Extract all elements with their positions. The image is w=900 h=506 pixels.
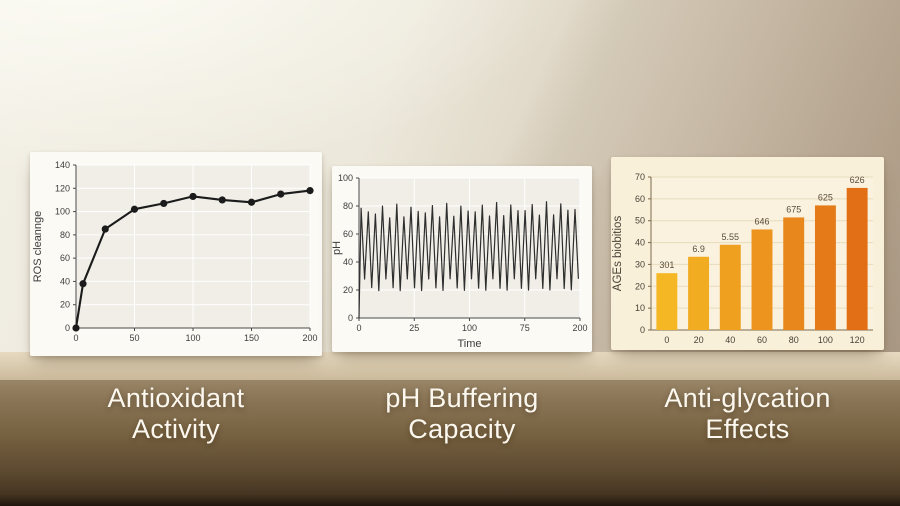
bar: [719, 244, 741, 330]
chart-text: 200: [572, 323, 587, 333]
chart-text: 626: [850, 175, 865, 185]
bar: [783, 217, 805, 330]
caption-line-2: Effects: [705, 414, 790, 444]
bar: [656, 273, 678, 330]
chart-text: 60: [60, 253, 70, 263]
ph-oscillation-line-chart: 0 20 40 60 80 100 0 25 100 75 200 pH Time: [332, 173, 588, 350]
chart-text: 60: [635, 194, 645, 204]
bars: [656, 187, 868, 330]
chart-text: 200: [302, 333, 317, 343]
chart-text: 0: [640, 325, 645, 335]
bar: [751, 229, 773, 330]
chart-text: 20: [60, 300, 70, 310]
chart-text: 80: [789, 335, 799, 345]
shelf-top-surface: [0, 352, 900, 380]
data-series-line: [358, 201, 579, 319]
chart-text: 100: [818, 335, 833, 345]
chart-text: 40: [60, 276, 70, 286]
bar: [846, 187, 868, 330]
anti-glycation-chart-card: 0 10 20 30 40 50 60 70 AGEs biobitios 301 0 6.9 20 5.…: [611, 157, 884, 350]
chart-text: pH: [332, 241, 343, 255]
chart-text: 20: [635, 281, 645, 291]
chart-text: 150: [244, 333, 259, 343]
caption-line-2: Capacity: [408, 414, 516, 444]
chart-text: 10: [635, 303, 645, 313]
caption-antioxidant-activity: Antioxidant Activity: [27, 383, 325, 445]
chart-text: Time: [457, 338, 481, 350]
chart-text: 0: [348, 313, 353, 323]
chart-text: 100: [55, 207, 70, 217]
caption-ph-buffering-capacity: pH Buffering Capacity: [331, 383, 593, 445]
chart-text: 625: [818, 192, 833, 202]
caption-line-1: Antioxidant: [107, 383, 245, 413]
chart-text: 6.9: [692, 244, 705, 254]
chart-text: 20: [694, 335, 704, 345]
caption-anti-glycation-effects: Anti-glycation Effects: [600, 383, 895, 445]
chart-text: 75: [520, 323, 530, 333]
bar: [814, 205, 836, 330]
ph-buffering-chart-card: 0 20 40 60 80 100 0 25 100 75 200 pH Time: [332, 166, 592, 352]
caption-line-2: Activity: [132, 414, 220, 444]
chart-text: 30: [635, 259, 645, 269]
chart-text: 0: [356, 323, 361, 333]
ages-bar-chart: 0 10 20 30 40 50 60 70 AGEs biobitios 301 0 6.9 20 5.…: [612, 172, 873, 345]
chart-text: 50: [129, 333, 139, 343]
chart-text: 60: [757, 335, 767, 345]
bar: [688, 256, 710, 330]
chart-text: 5.55: [722, 232, 740, 242]
chart-text: 40: [635, 238, 645, 248]
chart-text: 100: [185, 333, 200, 343]
chart-text: 100: [338, 173, 353, 183]
antioxidant-line-chart: 0 20 40 60 80 100 120 140 0 50 100 150 200 ROS cleann…: [32, 160, 318, 343]
data-series-line: [74, 189, 311, 329]
chart-text: 50: [635, 216, 645, 226]
chart-text: AGEs biobitios: [612, 216, 624, 292]
axes: [73, 164, 311, 331]
caption-line-1: pH Buffering: [385, 383, 539, 413]
chart-text: 675: [786, 204, 801, 214]
chart-text: 40: [343, 257, 353, 267]
chart-text: 120: [55, 183, 70, 193]
chart-text: 80: [343, 201, 353, 211]
data-point-markers: [72, 187, 314, 332]
chart-text: 100: [462, 323, 477, 333]
chart-text: 120: [850, 335, 865, 345]
chart-text: 70: [635, 172, 645, 182]
chart-text: 60: [343, 229, 353, 239]
chart-text: 140: [55, 160, 70, 170]
chart-text: 25: [409, 323, 419, 333]
chart-text: ROS cleannge: [32, 211, 44, 283]
antioxidant-chart-card: 0 20 40 60 80 100 120 140 0 50 100 150 200 ROS cleann…: [30, 152, 322, 356]
chart-text: 301: [659, 260, 674, 270]
chart-text: 646: [754, 216, 769, 226]
chart-text: 0: [65, 323, 70, 333]
chart-text: 40: [725, 335, 735, 345]
caption-line-1: Anti-glycation: [664, 383, 831, 413]
chart-text: 80: [60, 230, 70, 240]
chart-text: 0: [664, 335, 669, 345]
chart-text: 20: [343, 285, 353, 295]
shelf-front-face: [0, 380, 900, 506]
chart-text: 0: [73, 333, 78, 343]
